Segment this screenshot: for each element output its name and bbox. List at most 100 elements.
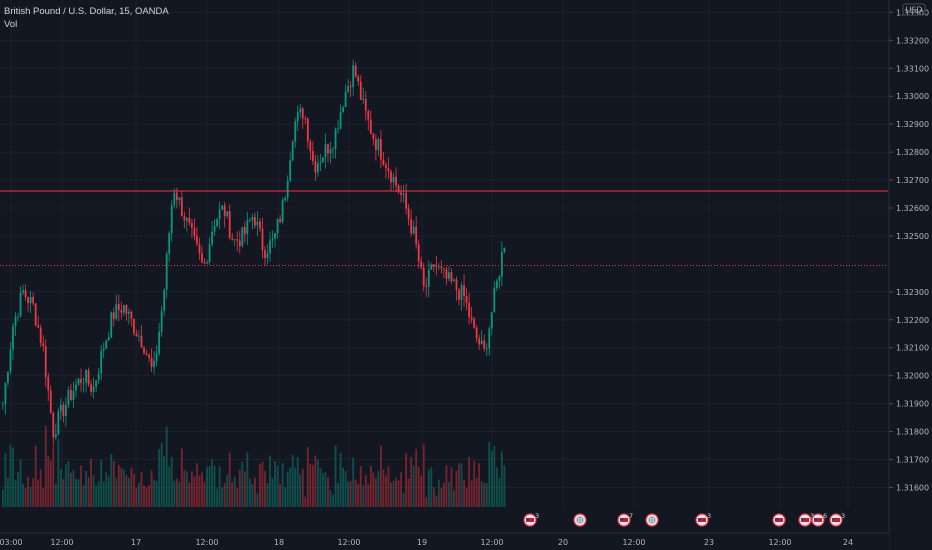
event-flag-icon[interactable]: 7 [617, 512, 633, 527]
volume-bar [443, 482, 445, 507]
candle-body [246, 220, 249, 235]
candle-body [473, 319, 476, 328]
candle-body [153, 360, 155, 367]
volume-bar [52, 446, 55, 507]
candle-body [382, 159, 385, 165]
flag-canton [620, 518, 624, 520]
candle-body [143, 347, 145, 354]
volume-bar [359, 465, 362, 507]
price-tick-label: 1.31600 [896, 483, 929, 492]
candle-body [369, 119, 372, 134]
candle-body [432, 264, 435, 267]
candle-body [228, 211, 231, 239]
event-flag-icon[interactable]: 3 [798, 512, 814, 527]
event-flag-icon[interactable] [772, 513, 786, 527]
candle-body [37, 325, 40, 328]
candle-body [168, 233, 171, 254]
volume-bar [218, 466, 221, 507]
event-flag-icon[interactable]: 3 [829, 512, 845, 527]
candle-body [397, 185, 400, 193]
economic-events[interactable]: 3 7 3 3 6 3 [523, 512, 845, 527]
volume-bar [85, 470, 87, 507]
event-flag-icon[interactable]: 3 [523, 512, 539, 527]
candle-body [22, 290, 24, 293]
flag-canton [698, 518, 702, 520]
volume-bar [382, 469, 385, 507]
candle-body [4, 382, 7, 404]
volume-bar [337, 482, 339, 507]
candle-body [271, 238, 274, 241]
volume-bar [107, 475, 110, 507]
flag-canton [801, 518, 805, 520]
volume-bar [57, 438, 60, 507]
candle-body [70, 389, 72, 400]
event-globe-icon[interactable] [573, 513, 587, 527]
currency-badge[interactable] [902, 3, 926, 16]
volume-bar [503, 465, 506, 507]
volume-bar [405, 453, 407, 507]
time-tick-label: 12:00 [768, 538, 791, 547]
candle-body [485, 348, 488, 350]
event-flag-icon[interactable]: 6 [811, 512, 827, 527]
time-axis[interactable]: 03:00 12:00 17 12:00 18 12:00 19 12:00 20 12:00 23… [0, 532, 889, 550]
price-tick-label: 1.32800 [896, 148, 929, 157]
price-axis[interactable]: 1.33300 1.33200 1.33100 1.33000 1.32900 1.328… [888, 0, 932, 550]
candle-body [29, 296, 32, 304]
flag-stripes [832, 518, 840, 522]
candle-body [193, 228, 196, 236]
time-tick-label: 12:00 [337, 538, 360, 547]
candle-body [110, 312, 113, 338]
candle-body [145, 353, 148, 355]
candle-body [243, 227, 246, 235]
candle-body [170, 205, 173, 234]
candle-body [458, 289, 460, 300]
volume-bar [110, 454, 113, 507]
candle-body [362, 98, 365, 100]
candle-body [342, 107, 344, 113]
flag-canton [832, 518, 836, 520]
candle-body [7, 371, 9, 383]
candle-body [256, 221, 259, 226]
candle-body [405, 193, 407, 209]
volume-bar [112, 460, 115, 507]
candle-body [100, 350, 103, 374]
volume-bar [254, 477, 256, 507]
candle-body [430, 264, 433, 270]
volume-bar [133, 474, 135, 507]
price-tick-label: 1.32900 [896, 120, 929, 129]
flag-canton [775, 518, 779, 520]
candle-body [140, 335, 143, 348]
time-tick-label: 19 [417, 538, 427, 547]
event-flag-icon[interactable]: 3 [695, 512, 711, 527]
candle-body [309, 141, 312, 152]
volume-bar [347, 481, 350, 507]
volume-bar [493, 445, 496, 507]
flag-stripes [526, 518, 534, 522]
volume-bar [322, 473, 324, 507]
volume-bar [299, 474, 302, 507]
volume-bar [90, 458, 92, 507]
event-count-label: 3 [707, 512, 711, 520]
horizontal-lines[interactable]: 1.326611.3239408:58 [0, 184, 931, 285]
candle-body [80, 378, 82, 383]
volume-bar [135, 487, 138, 507]
volume-bar [233, 477, 236, 507]
volume-bar [236, 487, 239, 507]
volume-bar [165, 426, 168, 507]
candle-body [47, 377, 50, 391]
candle-body [415, 226, 418, 245]
candle-body [435, 266, 438, 268]
volume-bar [440, 487, 443, 507]
volume-bar [465, 487, 468, 507]
volume-bar [122, 469, 125, 507]
candle-body [380, 139, 382, 160]
candle-body [19, 292, 22, 317]
price-tick-label: 1.31800 [896, 428, 929, 437]
candle-body [178, 197, 181, 201]
volume-bar [138, 482, 140, 507]
event-globe-icon[interactable] [645, 513, 659, 527]
candle-body [54, 434, 57, 438]
candle-body [322, 157, 324, 163]
volume-bar [463, 479, 465, 507]
